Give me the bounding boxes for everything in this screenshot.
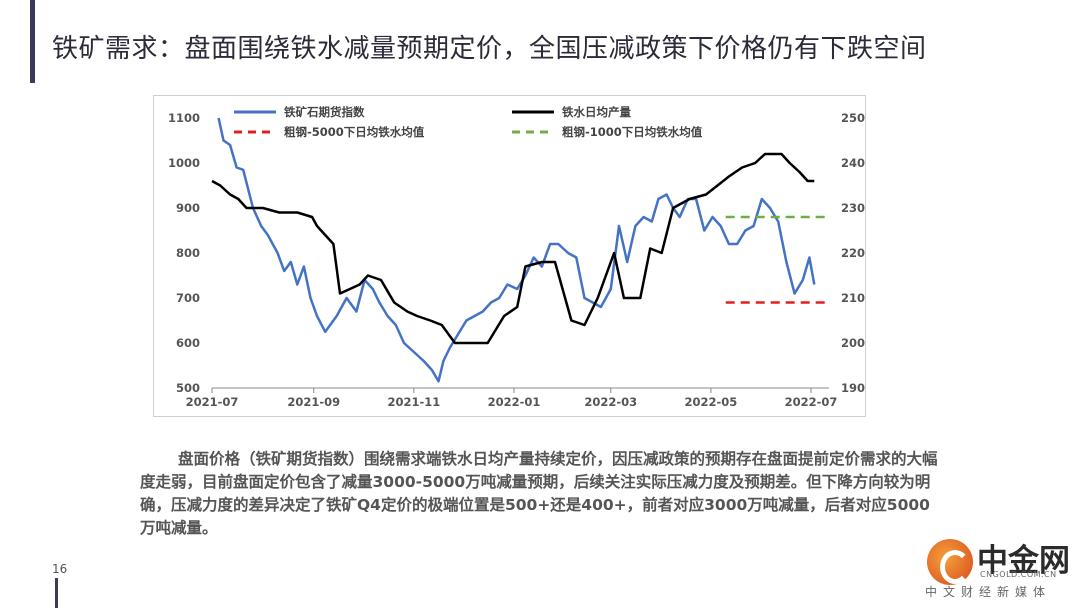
x-tick-label: 2022-07 [785, 395, 838, 409]
legend-label-1: 铁水日均产量 [562, 105, 631, 119]
y-left-tick-label: 600 [176, 336, 200, 350]
x-tick-label: 2021-09 [287, 395, 340, 409]
y-right-tick-label: 250 [841, 111, 865, 125]
brand-logo: 中金网 CNGOLD.COM.CN 中文财经新媒体 [905, 533, 1075, 603]
y-right-tick-label: 210 [841, 291, 865, 305]
y-left-tick-label: 700 [176, 291, 200, 305]
body-text: 盘面价格（铁矿期货指数）围绕需求端铁水日均产量持续定价，因压减政策的预期存在盘面… [140, 450, 938, 537]
y-right-tick-label: 240 [841, 156, 865, 170]
y-right-tick-label: 220 [841, 246, 865, 260]
body-paragraph: 盘面价格（铁矿期货指数）围绕需求端铁水日均产量持续定价，因压减政策的预期存在盘面… [140, 448, 945, 540]
y-right-tick-label: 230 [841, 201, 865, 215]
series-line-1 [211, 152, 815, 345]
title-accent-bar [30, 0, 35, 83]
legend-label-2: 粗钢-5000下日均铁水均值 [284, 125, 425, 139]
y-left-tick-label: 1000 [168, 156, 200, 170]
y-right-tick-label: 200 [841, 336, 865, 350]
legend-label-0: 铁矿石期货指数 [284, 105, 365, 119]
x-tick-label: 2021-11 [387, 395, 440, 409]
x-tick-label: 2021-07 [186, 395, 239, 409]
page-number: 16 [52, 562, 68, 576]
logo-tagline: 中文财经新媒体 [925, 585, 1052, 599]
x-tick-label: 2022-05 [684, 395, 737, 409]
logo-domain: CNGOLD.COM.CN [980, 570, 1057, 579]
y-left-tick-label: 500 [176, 381, 200, 395]
series-line-0 [217, 117, 816, 383]
legend-label-3: 粗钢-1000下日均铁水均值 [562, 125, 703, 139]
line-chart: 2021-07 2021-09 2021-11 2022-01 2022-03 2022-… [168, 105, 865, 409]
y-left-tick-label: 800 [176, 246, 200, 260]
chart-container: 2021-07 2021-09 2021-11 2022-01 2022-03 2022-… [153, 95, 866, 417]
x-tick-label: 2022-03 [584, 395, 637, 409]
y-left-tick-label: 900 [176, 201, 200, 215]
x-tick-label: 2022-01 [488, 395, 541, 409]
y-left-tick-label: 1100 [168, 111, 200, 125]
y-right-tick-label: 190 [841, 381, 865, 395]
slide-title: 铁矿需求：盘面围绕铁水减量预期定价，全国压减政策下价格仍有下跌空间 [52, 34, 927, 64]
logo-mark-icon [927, 539, 973, 585]
logo-name: 中金网 [977, 543, 1070, 579]
footer-accent-bar [55, 578, 58, 608]
